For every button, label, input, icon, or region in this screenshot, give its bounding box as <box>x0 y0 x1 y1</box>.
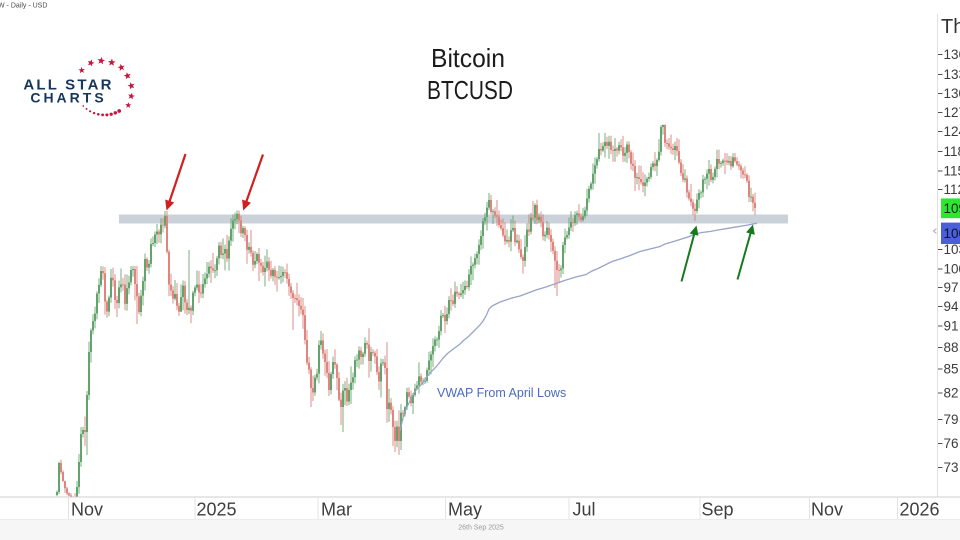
svg-text:91: 91 <box>944 319 959 334</box>
svg-text:73: 73 <box>944 460 959 475</box>
svg-text:118: 118 <box>944 144 960 159</box>
svg-text:Jul: Jul <box>572 500 595 520</box>
svg-text:May: May <box>448 500 482 520</box>
svg-text:94: 94 <box>944 299 960 314</box>
svg-text:Sep: Sep <box>701 500 733 520</box>
svg-text:85: 85 <box>944 362 959 377</box>
svg-text:Nov: Nov <box>811 500 843 520</box>
svg-text:127: 127 <box>944 105 960 120</box>
svg-text:2025: 2025 <box>196 500 236 520</box>
svg-text:W - Daily - USD: W - Daily - USD <box>0 3 47 10</box>
svg-text:112: 112 <box>944 182 960 197</box>
svg-text:106: 106 <box>944 226 960 241</box>
svg-text:26th Sep 2025: 26th Sep 2025 <box>458 525 504 532</box>
svg-text:88: 88 <box>944 340 959 355</box>
svg-text:76: 76 <box>944 436 959 451</box>
svg-text:133: 133 <box>944 67 960 82</box>
svg-text:CHARTS: CHARTS <box>30 90 106 106</box>
svg-text:115: 115 <box>944 164 960 179</box>
svg-text:ALL STAR: ALL STAR <box>23 77 113 94</box>
svg-text:Nov: Nov <box>71 500 103 520</box>
svg-text:VWAP From April Lows: VWAP From April Lows <box>437 386 566 400</box>
svg-text:79: 79 <box>944 412 959 427</box>
svg-text:Bitcoin: Bitcoin <box>431 43 505 73</box>
svg-text:100: 100 <box>944 262 960 277</box>
svg-text:Th: Th <box>941 16 960 38</box>
svg-text:82: 82 <box>944 386 959 401</box>
svg-text:2026: 2026 <box>899 500 939 520</box>
svg-text:130: 130 <box>944 86 960 101</box>
svg-text:97: 97 <box>944 280 959 295</box>
svg-text:124: 124 <box>944 124 960 139</box>
svg-text:Mar: Mar <box>321 500 352 520</box>
svg-text:103: 103 <box>944 242 960 257</box>
svg-text:BTCUSD: BTCUSD <box>427 75 513 105</box>
svg-text:136: 136 <box>944 47 960 62</box>
svg-text:109: 109 <box>944 201 960 216</box>
